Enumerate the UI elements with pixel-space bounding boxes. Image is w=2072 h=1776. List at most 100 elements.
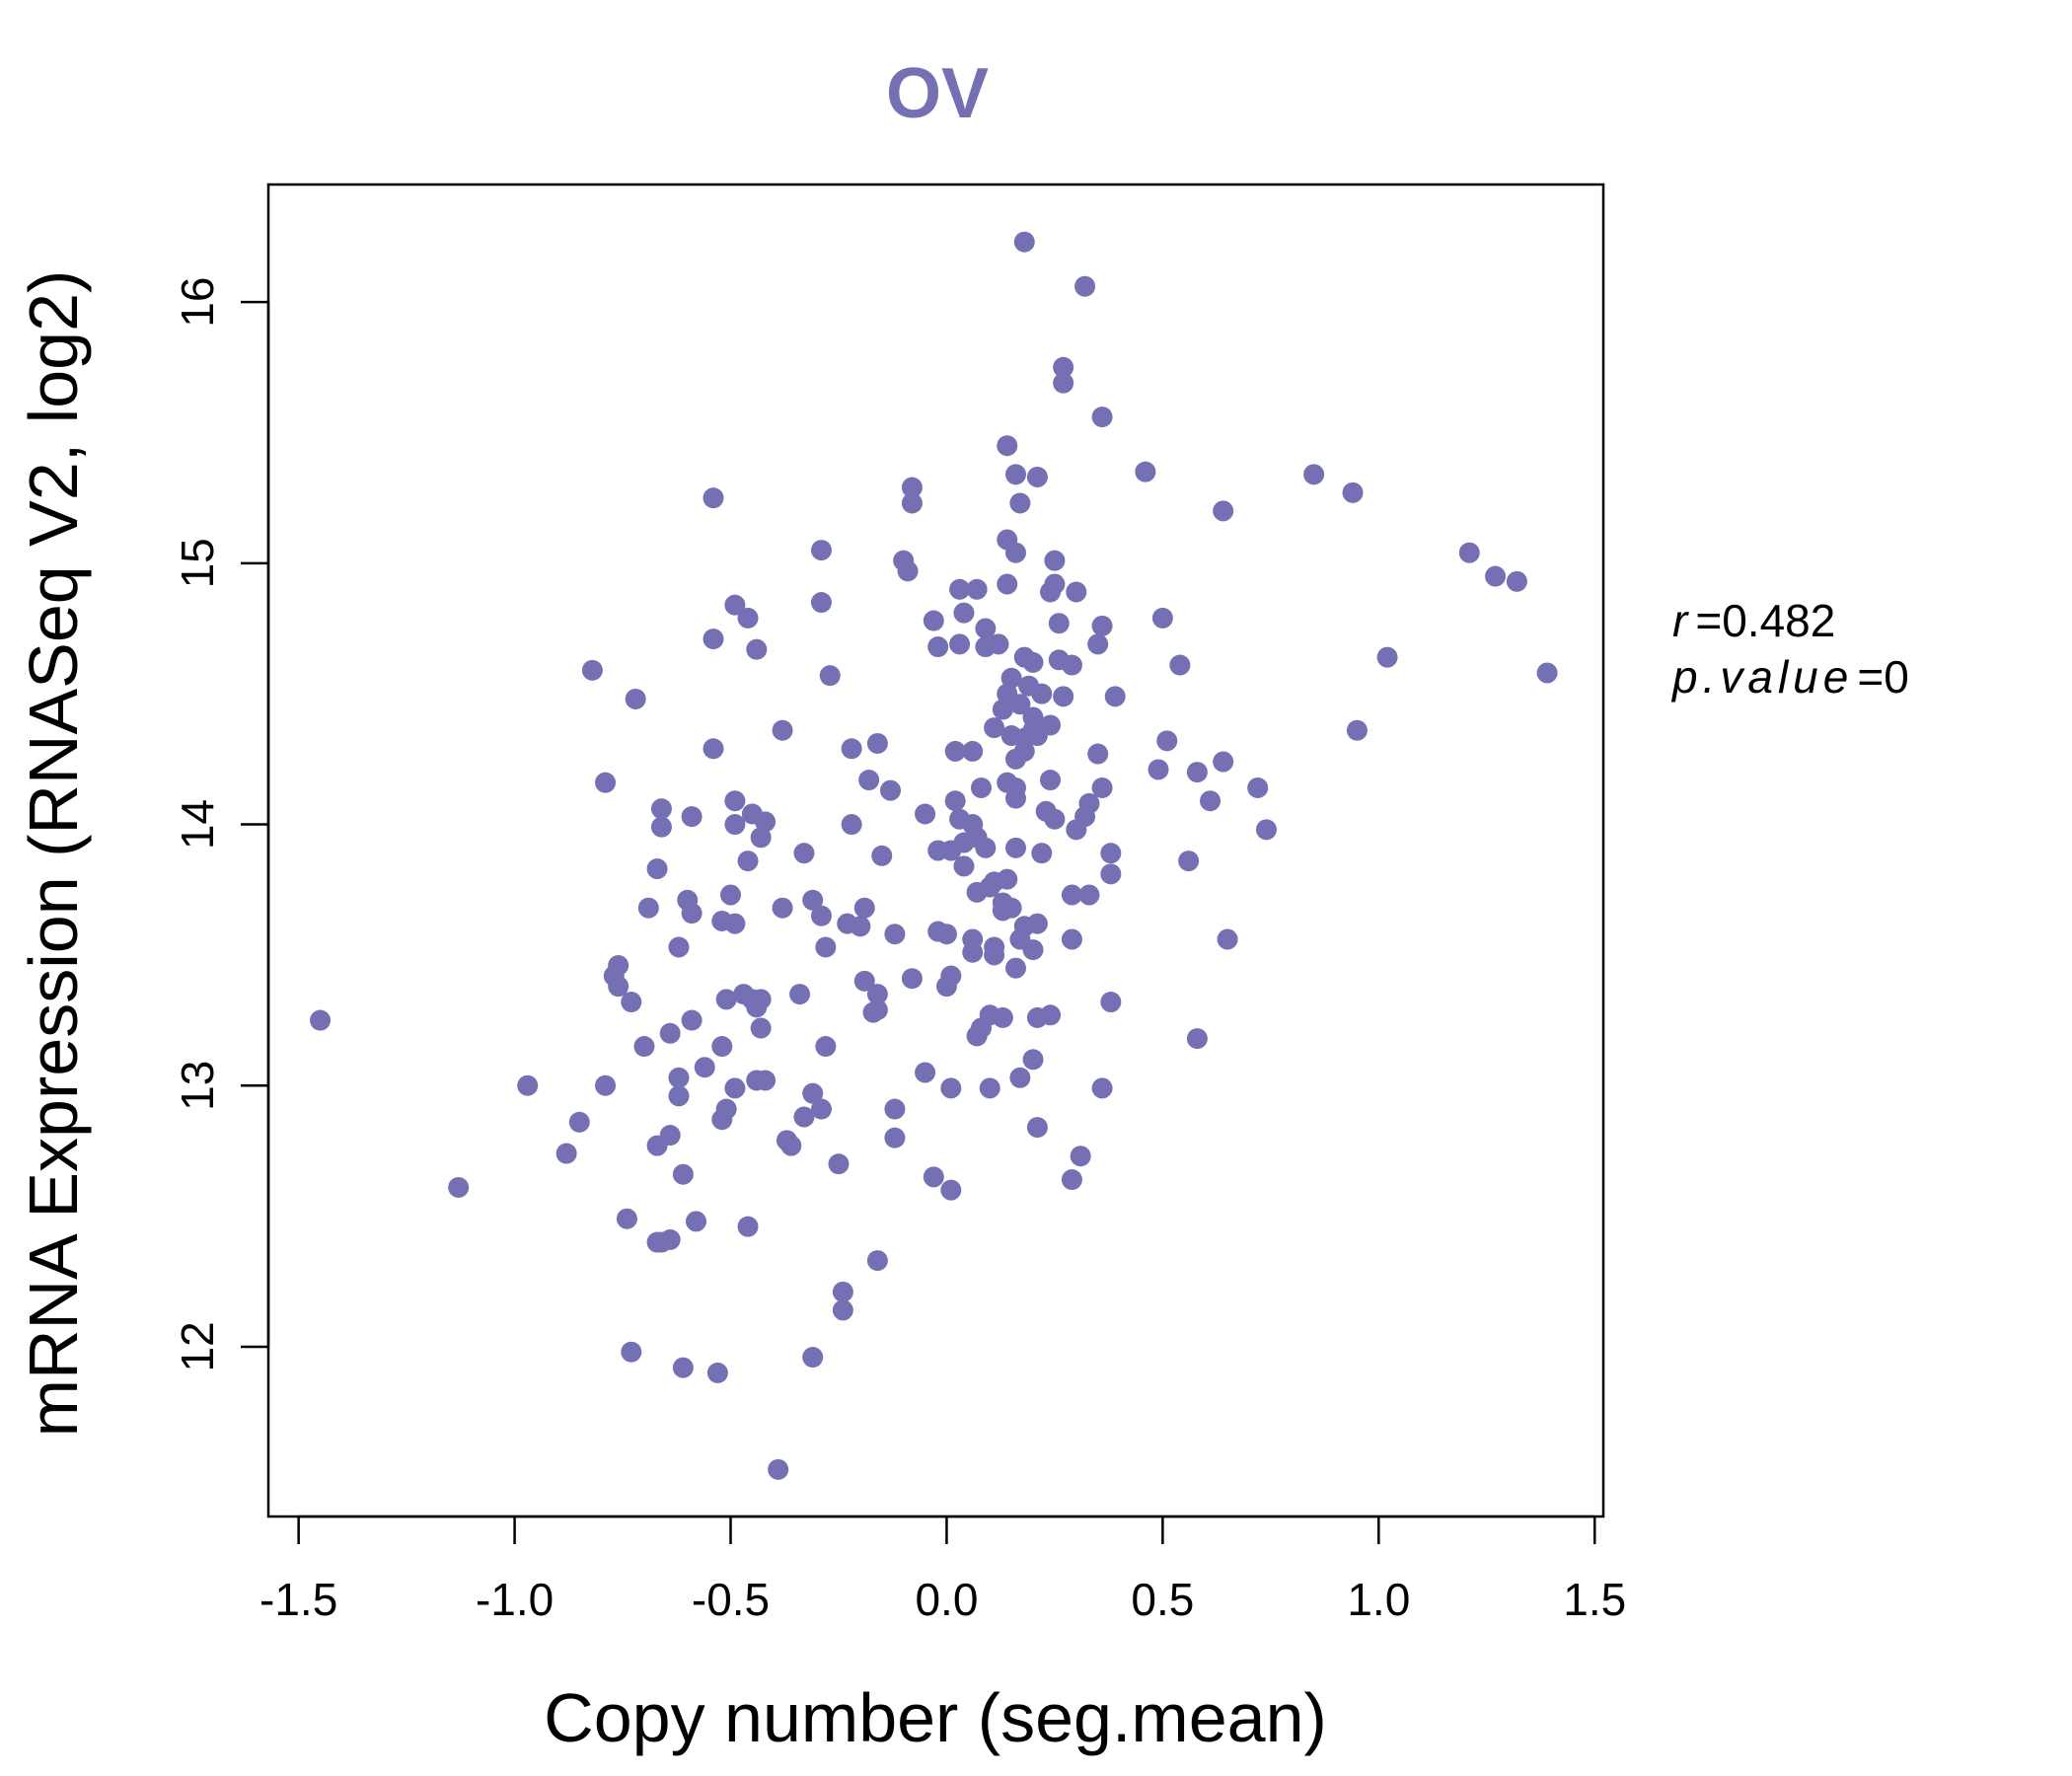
data-point [815, 936, 837, 958]
data-point [1100, 843, 1122, 864]
data-point [448, 1176, 470, 1198]
x-tick-label: -1.0 [476, 1574, 554, 1625]
data-point [1100, 992, 1122, 1013]
data-point [780, 1135, 802, 1156]
data-point [703, 629, 724, 650]
data-point [1147, 759, 1169, 780]
data-point [1053, 356, 1074, 378]
data-point [1200, 790, 1221, 812]
data-point [310, 1009, 332, 1031]
data-point [737, 607, 759, 629]
data-point [681, 1009, 703, 1031]
data-point [672, 1357, 694, 1378]
data-point [935, 976, 957, 998]
data-point [724, 1077, 746, 1099]
data-point [1066, 819, 1087, 841]
data-point [1346, 719, 1368, 741]
data-point [1485, 565, 1507, 587]
data-point [1091, 407, 1113, 428]
data-point [828, 1153, 850, 1175]
data-point [650, 1231, 672, 1253]
data-point [1091, 615, 1113, 636]
x-axis-label: Copy number (seg.mean) [544, 1679, 1327, 1756]
data-point [819, 665, 841, 687]
data-point [884, 924, 906, 945]
data-point [1022, 939, 1044, 961]
data-point [880, 779, 902, 801]
data-point [1091, 1077, 1113, 1099]
data-point [1005, 787, 1027, 809]
data-point [1061, 928, 1082, 950]
data-point [1044, 808, 1066, 830]
data-point [853, 897, 875, 919]
y-tick-label: 12 [172, 1321, 223, 1371]
data-point [1040, 1004, 1062, 1026]
data-point [646, 858, 668, 880]
correlation-stats: r =0.482 p.value=0 [1670, 595, 1909, 703]
data-point [923, 1166, 944, 1188]
chart-title: OV [886, 54, 989, 133]
data-point [668, 1067, 690, 1088]
data-point [755, 811, 777, 833]
data-point [992, 900, 1013, 922]
data-point [772, 719, 793, 741]
data-point [1026, 913, 1048, 934]
data-point [1303, 464, 1325, 485]
data-point [975, 618, 997, 639]
data-point [1536, 662, 1558, 684]
data-point [988, 633, 1009, 655]
data-point [668, 1085, 690, 1107]
data-point [897, 560, 919, 582]
p-symbol: p.value [1670, 651, 1853, 703]
data-point [724, 913, 746, 934]
data-point [1044, 550, 1066, 571]
data-point [1087, 633, 1109, 655]
data-point [915, 803, 936, 825]
data-point [935, 924, 957, 945]
r-symbol: r [1672, 595, 1689, 646]
data-point [1506, 570, 1527, 592]
data-point [1100, 863, 1122, 885]
data-point [1078, 884, 1100, 906]
data-point [1053, 686, 1074, 707]
data-point [962, 941, 984, 963]
data-point [866, 732, 888, 754]
data-point [681, 903, 703, 925]
y-tick-label: 14 [172, 799, 223, 850]
data-point [1151, 607, 1173, 629]
data-point [858, 770, 880, 791]
data-point [768, 1458, 789, 1480]
data-point [841, 814, 862, 836]
data-point [633, 1036, 655, 1058]
data-point [962, 740, 984, 762]
data-point [901, 477, 923, 498]
data-point [984, 717, 1005, 739]
data-point [1074, 275, 1096, 297]
data-point [944, 790, 966, 812]
data-point [750, 827, 772, 849]
p-value: 0 [1884, 651, 1909, 703]
data-point [850, 916, 871, 937]
data-point [650, 816, 672, 838]
data-point [901, 492, 923, 514]
data-point [1255, 819, 1277, 841]
r-equals: = [1695, 595, 1722, 646]
x-tick-label: -1.5 [259, 1574, 337, 1625]
data-point [940, 840, 962, 861]
data-point [637, 897, 659, 919]
data-point [1135, 461, 1156, 482]
data-point [1186, 1028, 1208, 1050]
data-point [997, 573, 1018, 595]
data-point [953, 602, 975, 624]
data-point [815, 1036, 837, 1058]
x-tick-label: 1.0 [1347, 1574, 1410, 1625]
data-point [884, 1098, 906, 1120]
data-point [1458, 542, 1480, 563]
data-point [1087, 743, 1109, 765]
data-point [810, 1098, 832, 1120]
data-point [949, 578, 971, 600]
data-point [1005, 957, 1027, 979]
data-point [694, 1057, 715, 1078]
data-point [944, 740, 966, 762]
